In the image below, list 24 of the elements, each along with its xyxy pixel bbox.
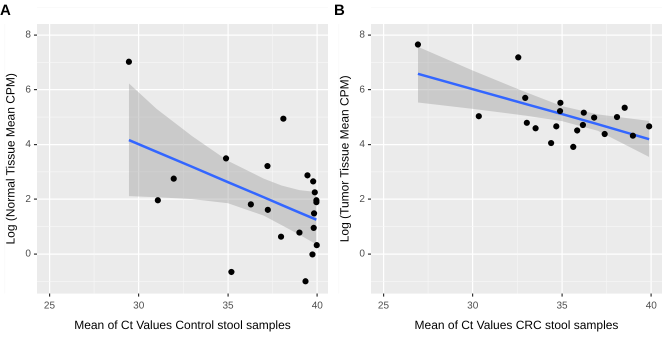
y-axis-title: Log (Normal Tissue Mean CPM): [4, 73, 18, 244]
x-tick-label: 35: [556, 300, 568, 312]
y-tick-label: 2: [359, 194, 366, 205]
x-tick-label: 40: [646, 300, 658, 312]
y-tick-label: 4: [25, 139, 32, 150]
chart-title: A: [0, 2, 11, 20]
y-tick-label: 0: [359, 248, 366, 260]
x-tick-label: 30: [133, 300, 145, 312]
chart-title: B: [334, 2, 345, 20]
y-tick-label: 8: [25, 30, 32, 41]
x-axis-title: Mean of Ct Values CRC stool samples: [414, 318, 618, 332]
y-tick-label: 6: [25, 84, 32, 96]
x-tick-label: 30: [467, 300, 479, 312]
x-axis-title: Mean of Ct Values Control stool samples: [74, 318, 291, 332]
x-tick-label: 35: [222, 300, 234, 312]
y-tick-label: 4: [359, 139, 366, 150]
y-tick-label: 2: [25, 194, 32, 205]
y-tick-label: 0: [25, 248, 32, 260]
x-tick-label: 40: [312, 300, 324, 312]
x-tick-label: 25: [378, 300, 390, 312]
x-tick-label: 25: [44, 300, 56, 312]
y-axis-title: Log (Tumor Tissue Mean CPM): [338, 75, 352, 242]
y-tick-label: 6: [359, 84, 366, 96]
y-tick-label: 8: [359, 30, 366, 41]
